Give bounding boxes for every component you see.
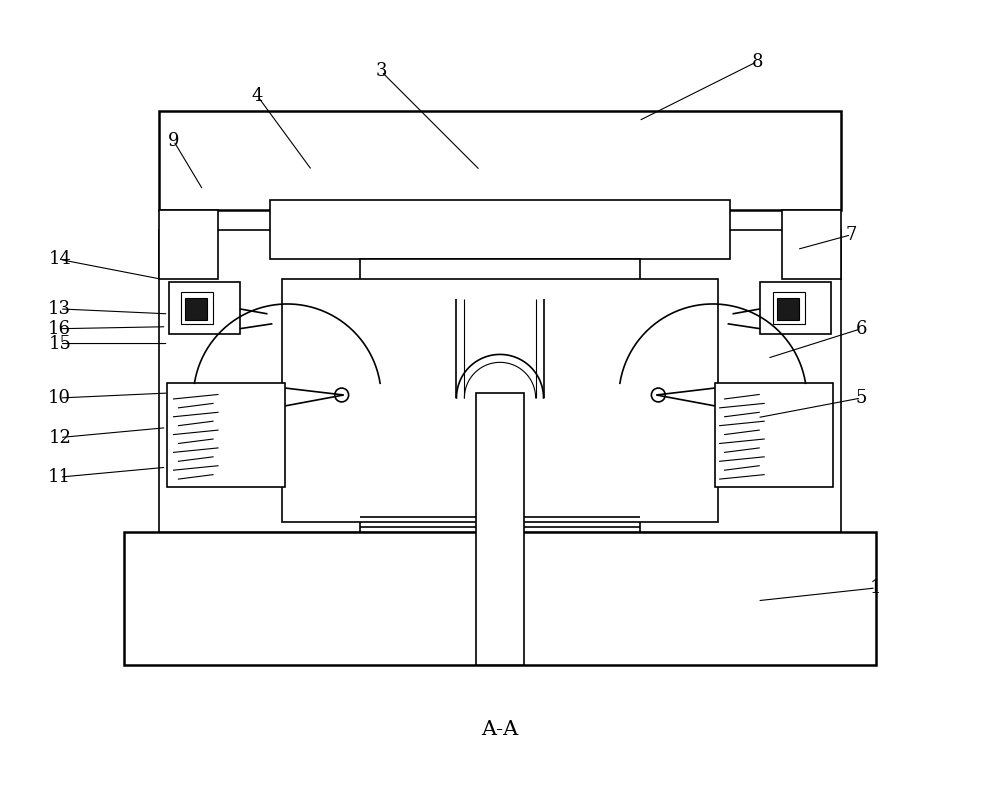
- Text: 10: 10: [48, 389, 71, 407]
- Bar: [270, 200, 730, 259]
- Text: 11: 11: [48, 468, 71, 486]
- Bar: [760, 282, 831, 333]
- Text: 5: 5: [855, 389, 867, 407]
- Text: 14: 14: [48, 251, 71, 269]
- Text: 4: 4: [252, 87, 263, 105]
- Bar: [185, 298, 207, 320]
- Bar: [715, 383, 833, 487]
- Text: 1: 1: [870, 579, 882, 597]
- Bar: [181, 292, 213, 324]
- Bar: [782, 210, 841, 279]
- Bar: [773, 292, 805, 324]
- Bar: [169, 282, 240, 333]
- Bar: [159, 210, 218, 279]
- Bar: [124, 532, 876, 665]
- Bar: [777, 298, 799, 320]
- Bar: [167, 383, 285, 487]
- Text: 13: 13: [48, 300, 71, 318]
- Bar: [360, 259, 640, 532]
- Bar: [159, 230, 841, 532]
- Text: A-A: A-A: [481, 720, 519, 739]
- Text: 8: 8: [752, 53, 763, 71]
- Text: 15: 15: [48, 335, 71, 352]
- Text: 9: 9: [168, 132, 179, 150]
- Text: 7: 7: [846, 225, 857, 243]
- Text: 12: 12: [48, 429, 71, 447]
- Text: 6: 6: [855, 320, 867, 338]
- Bar: [476, 393, 524, 665]
- Bar: [159, 111, 841, 210]
- Text: 16: 16: [48, 320, 71, 338]
- Bar: [282, 279, 718, 522]
- Text: 3: 3: [376, 62, 387, 80]
